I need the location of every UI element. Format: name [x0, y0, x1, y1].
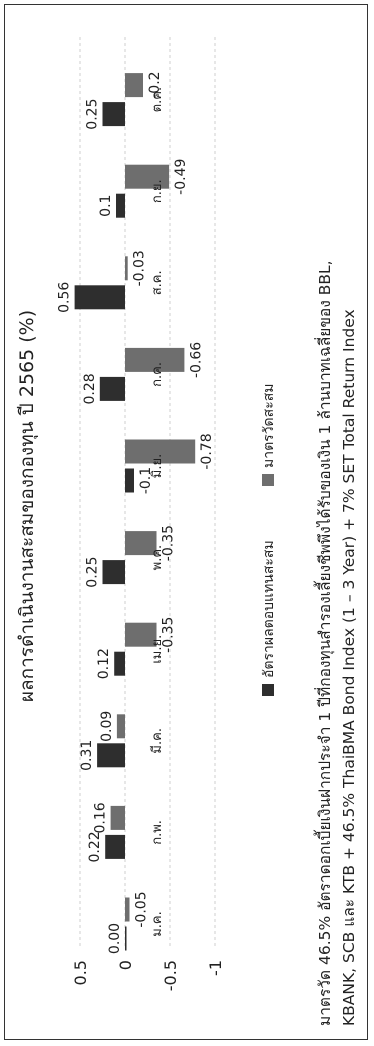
benchmark-bar	[125, 73, 143, 98]
benchmark-bar	[125, 531, 157, 556]
return-value-label: 0.25	[85, 557, 101, 588]
benchmark-bar	[110, 805, 125, 830]
category-labels: ม.ค. ก.พ. มี.ค. เม.ย. พ.ค. มิ.ย. ก.ค. ส.ค. ก.ย. ต…	[149, 87, 165, 937]
category-label: มิ.ย.	[150, 454, 165, 478]
benchmark-value-label: -0.35	[161, 617, 177, 653]
category-label: ส.ค.	[150, 270, 165, 295]
benchmark-bar	[125, 347, 185, 372]
return-value-label: 0.25	[85, 99, 101, 130]
y-tick-label: -0.5	[161, 960, 180, 991]
y-tick-label: 0	[116, 960, 135, 970]
category-label: ก.ย.	[150, 179, 165, 203]
y-axis-ticks: 0.5 0 -0.5 -1	[71, 960, 225, 991]
benchmark-value-label: -0.2	[147, 71, 163, 98]
category-label: ต.ค.	[150, 87, 165, 112]
benchmark-bar	[125, 897, 130, 922]
benchmark-value-label: -0.66	[188, 342, 204, 378]
return-value-label: 0.12	[96, 648, 112, 679]
page-frame	[4, 4, 368, 1040]
return-value-label: 0.1	[98, 195, 114, 217]
return-bar	[102, 560, 125, 585]
return-value-label: 0.22	[87, 831, 103, 862]
benchmark-value-label: -0.78	[199, 433, 215, 469]
return-value-label: 0.56	[57, 282, 73, 313]
benchmark-bar	[125, 256, 128, 281]
return-value-label: 0.28	[82, 373, 98, 404]
return-bar	[97, 743, 125, 768]
y-tick-label: 0.5	[71, 960, 90, 985]
return-value-label: 0.00	[107, 923, 123, 954]
return-value-label: 0.31	[79, 740, 95, 771]
return-bar	[99, 376, 126, 401]
legend-swatch	[262, 474, 274, 486]
chart-title: ผลการดำเนินงานสะสมของกองทุน ปี 2565 (%)	[16, 310, 39, 702]
category-label: ก.พ.	[150, 820, 165, 845]
benchmark-value-label: -0.49	[173, 159, 189, 195]
benchmark-bar	[125, 622, 157, 647]
footnote-line-2: KBANK, SCB และ KTB + 46.5% ThaiBMA Bond …	[340, 309, 358, 1026]
benchmark-value-label: -0.35	[161, 525, 177, 561]
return-bar	[125, 468, 134, 493]
legend-swatch	[262, 684, 274, 696]
return-bar	[116, 193, 125, 218]
category-label: เม.ย.	[150, 635, 165, 664]
category-label: มี.ค.	[149, 728, 165, 754]
benchmark-value-label: -0.03	[132, 250, 148, 286]
legend: อัตราผลตอบแทนสะสม มาตรวัดสะสม	[261, 384, 277, 696]
benchmark-bar	[125, 164, 170, 189]
category-label: พ.ค.	[150, 545, 165, 571]
benchmark-value-label: -0.05	[134, 891, 150, 927]
return-bar	[102, 102, 125, 127]
footnote-line-1: มาตรวัด 46.5% อัตราดอกเบี้ยเงินฝากประจำ …	[313, 260, 335, 1026]
legend-label: อัตราผลตอบแทนสะสม	[261, 540, 277, 678]
return-value-label: -0.1	[138, 467, 154, 494]
y-tick-label: -1	[206, 960, 225, 976]
legend-label: มาตรวัดสะสม	[261, 384, 277, 469]
benchmark-value-label: 0.09	[99, 711, 115, 742]
data-labels: 0.00 -0.05 0.220.16 0.310.09 0.12 -0.35 0.25 -0…	[57, 71, 216, 954]
return-bar	[74, 285, 125, 310]
benchmark-value-label: 0.16	[93, 802, 109, 833]
return-bar	[114, 651, 125, 676]
category-label: ม.ค.	[150, 911, 165, 937]
return-bar	[105, 834, 125, 859]
bars	[74, 73, 196, 951]
benchmark-bar	[125, 439, 196, 464]
benchmark-bar	[116, 714, 126, 739]
category-label: ก.ค.	[150, 362, 165, 387]
return-bar	[125, 926, 127, 951]
